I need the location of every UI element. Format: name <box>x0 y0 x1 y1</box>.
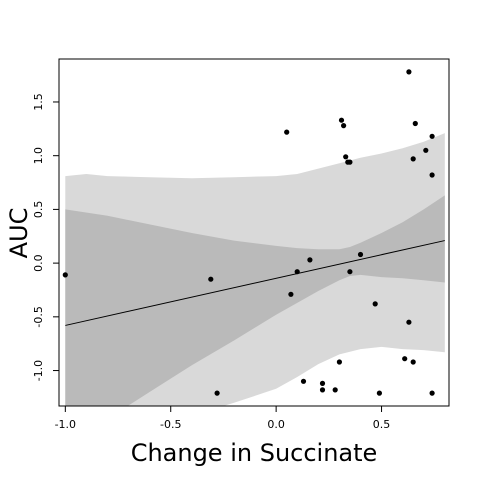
data-point <box>319 387 326 393</box>
y-tick-label: 0.0 <box>32 254 45 272</box>
data-point <box>343 154 349 160</box>
data-point <box>412 120 418 127</box>
y-tick-label: 1.0 <box>32 147 45 165</box>
data-point <box>406 69 412 75</box>
inner-confidence-band <box>65 195 445 406</box>
data-point <box>300 378 307 384</box>
data-point <box>429 172 435 178</box>
data-point <box>376 390 382 396</box>
data-point <box>284 129 290 135</box>
y-tick-label: 1.5 <box>32 93 45 111</box>
data-point <box>429 133 435 139</box>
y-axis-title: AUC <box>5 208 33 259</box>
fit-line-layer <box>65 240 445 326</box>
plot-frame <box>58 58 450 407</box>
y-tick-label: -1.0 <box>32 360 45 381</box>
data-point <box>288 291 294 297</box>
data-point <box>294 269 300 275</box>
data-point <box>357 251 364 258</box>
x-tick-label: 0.5 <box>373 418 391 431</box>
data-point <box>429 390 435 396</box>
y-tick-label: 0.5 <box>32 201 45 219</box>
x-axis-title: Change in Succinate <box>131 439 378 467</box>
data-point <box>336 359 342 365</box>
data-point <box>347 269 353 275</box>
data-points <box>62 69 435 396</box>
data-point <box>214 390 220 396</box>
data-point <box>332 387 338 393</box>
x-tick-label: -1.0 <box>55 418 76 431</box>
data-point <box>307 257 313 263</box>
data-point <box>62 272 68 278</box>
x-tick-label: 0.0 <box>267 418 285 431</box>
data-point <box>347 159 353 165</box>
data-point <box>208 276 214 282</box>
data-point <box>423 147 429 153</box>
data-point <box>402 356 408 362</box>
data-point <box>410 359 416 365</box>
confidence-bands <box>65 133 445 406</box>
data-point <box>338 117 345 123</box>
data-point <box>406 319 412 325</box>
y-axis: -1.0 -0.5 0.0 0.5 1.0 1.5 <box>32 93 59 381</box>
data-point <box>410 156 416 162</box>
x-tick-label: -0.5 <box>160 418 181 431</box>
data-point <box>319 380 326 386</box>
data-point <box>372 301 378 307</box>
y-tick-label: -0.5 <box>32 306 45 327</box>
x-axis: -1.0 -0.5 0.0 0.5 <box>55 406 391 431</box>
regression-line <box>65 240 445 326</box>
data-point <box>341 123 347 129</box>
